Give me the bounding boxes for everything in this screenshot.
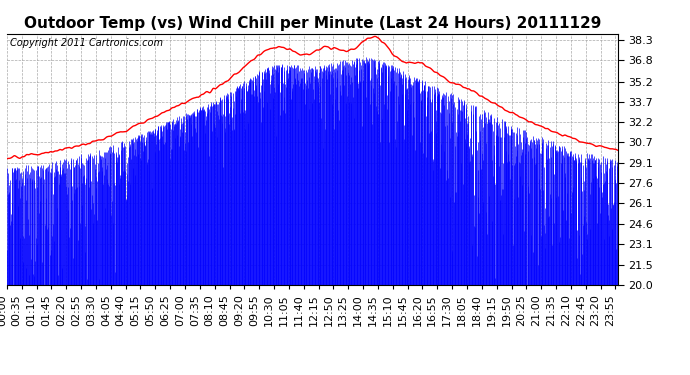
Title: Outdoor Temp (vs) Wind Chill per Minute (Last 24 Hours) 20111129: Outdoor Temp (vs) Wind Chill per Minute … bbox=[23, 16, 601, 31]
Text: Copyright 2011 Cartronics.com: Copyright 2011 Cartronics.com bbox=[10, 38, 163, 48]
